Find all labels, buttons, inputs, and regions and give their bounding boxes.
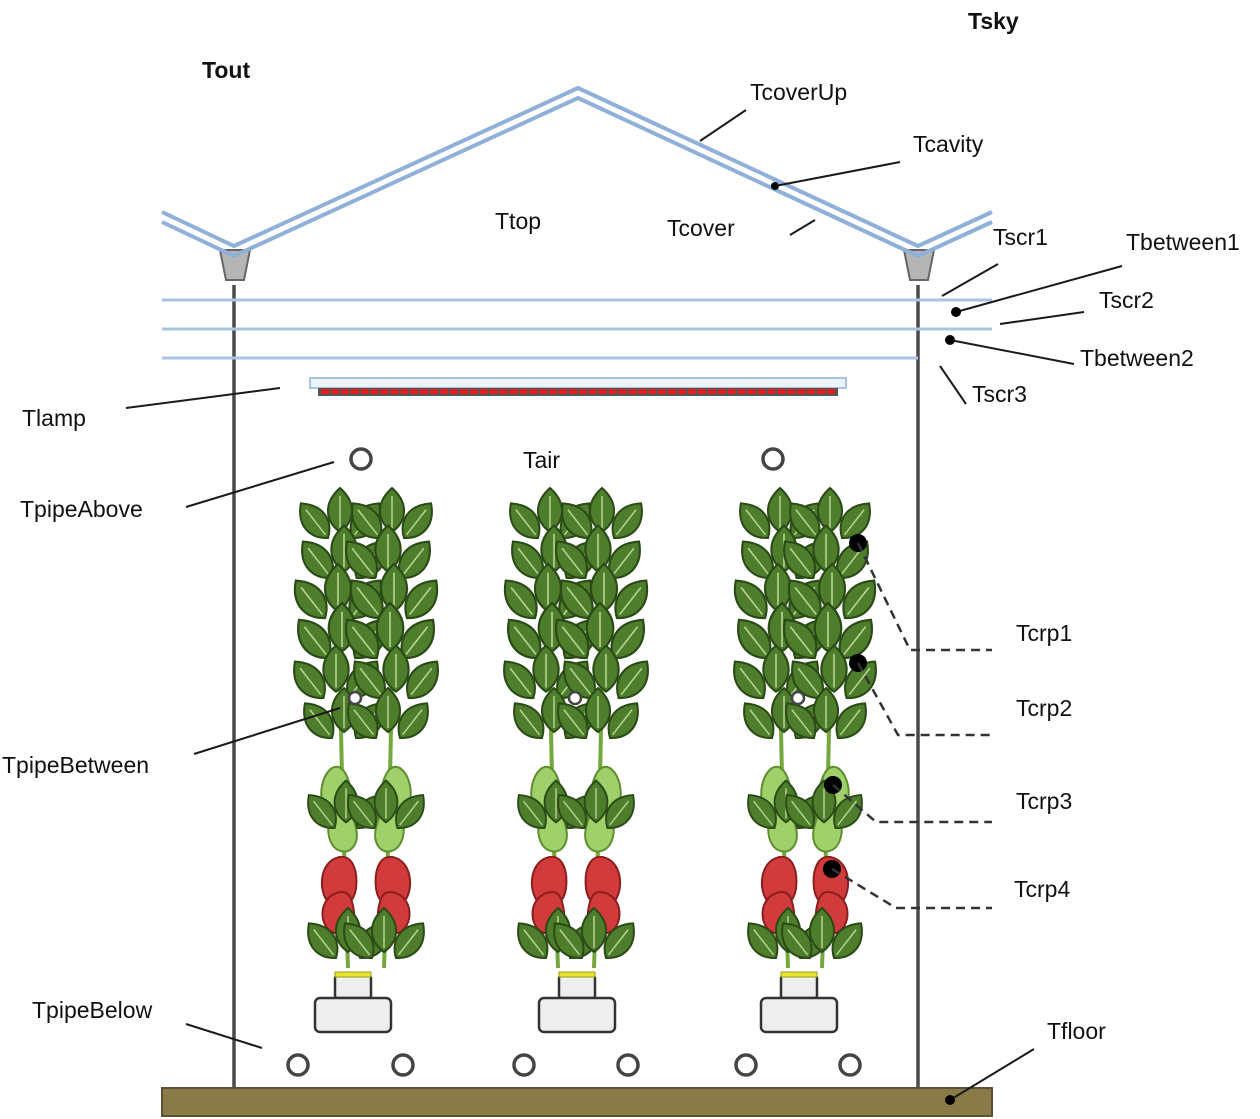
label-tout: Tout xyxy=(202,57,250,83)
lamp-led xyxy=(638,389,647,394)
lamp-led xyxy=(648,389,657,394)
lamp-led xyxy=(420,389,429,394)
lamp-led xyxy=(489,389,498,394)
lamp-led xyxy=(529,389,538,394)
label-tcoverup: TcoverUp xyxy=(750,79,847,105)
pipe-below-6 xyxy=(838,1053,862,1077)
lamp-led xyxy=(549,389,558,394)
lamp-bar xyxy=(309,377,847,396)
lamp-led xyxy=(559,389,568,394)
lamp-led xyxy=(797,389,806,394)
lamp-led xyxy=(787,389,796,394)
label-tair: Tair xyxy=(523,447,560,473)
crop-row-3 xyxy=(725,488,885,968)
pipe-below-1 xyxy=(286,1053,310,1077)
lamp-led xyxy=(598,389,607,394)
lamp-led xyxy=(440,389,448,394)
left-gutter xyxy=(218,249,252,281)
label-tbetween2: Tbetween2 xyxy=(1080,345,1194,371)
lamp-led xyxy=(340,389,349,394)
pipe-below-4 xyxy=(616,1053,640,1077)
label-tscr2: Tscr2 xyxy=(1099,287,1154,313)
pipe-between-3 xyxy=(790,690,806,706)
lamp-led xyxy=(479,389,488,394)
lamp-led xyxy=(539,389,548,394)
lamp-led xyxy=(727,389,736,394)
crop-row-2 xyxy=(495,488,657,968)
label-tcrp4: Tcrp4 xyxy=(1014,876,1070,902)
lamp-led xyxy=(658,389,667,394)
lamp-led xyxy=(737,389,746,394)
label-tscr3: Tscr3 xyxy=(972,381,1027,407)
lamp-led xyxy=(708,389,716,394)
lamp-led xyxy=(380,389,389,394)
lamp-led xyxy=(767,389,776,394)
pipe-above-left xyxy=(349,447,373,471)
lamp-led xyxy=(400,389,409,394)
leader-lines xyxy=(125,109,1123,1105)
lamp-led xyxy=(499,389,508,394)
lamp-led xyxy=(688,389,697,394)
pipe-between-2 xyxy=(567,690,583,706)
pipe-below-5 xyxy=(734,1053,758,1077)
lamp-led xyxy=(668,389,677,394)
lamp-led xyxy=(618,389,627,394)
pot-2 xyxy=(537,970,617,1034)
lamp-led xyxy=(579,389,587,394)
label-tsky: Tsky xyxy=(968,8,1019,34)
label-tcover: Tcover xyxy=(667,215,735,241)
pipe-between-1 xyxy=(347,690,363,706)
roof-cover xyxy=(161,85,993,259)
pot-1 xyxy=(313,970,393,1034)
lamp-led xyxy=(817,389,826,394)
label-tcavity: Tcavity xyxy=(913,131,984,157)
label-tcrp1: Tcrp1 xyxy=(1016,620,1072,646)
pipe-below-3 xyxy=(512,1053,536,1077)
lamp-led xyxy=(777,389,786,394)
lamp-led xyxy=(350,389,359,394)
lamp-led xyxy=(360,389,369,394)
pipe-below-2 xyxy=(391,1053,415,1077)
lamp-led xyxy=(410,389,419,394)
lamp-led xyxy=(807,389,816,394)
label-tcrp2: Tcrp2 xyxy=(1016,695,1072,721)
lamp-led xyxy=(330,389,339,394)
crop-layer-markers xyxy=(823,534,992,910)
lamp-led xyxy=(827,389,835,394)
lamp-led xyxy=(321,389,329,394)
lamp-led xyxy=(747,389,756,394)
lamp-led xyxy=(608,389,617,394)
lamp-led xyxy=(698,389,706,394)
label-tcrp3: Tcrp3 xyxy=(1016,788,1072,814)
lamp-led xyxy=(390,389,399,394)
pipe-above-right xyxy=(761,447,785,471)
floor-slab xyxy=(161,1087,993,1117)
lamp-led xyxy=(569,389,577,394)
label-tscr1: Tscr1 xyxy=(993,224,1048,250)
lamp-led xyxy=(678,389,687,394)
label-tbetween1: Tbetween1 xyxy=(1126,229,1240,255)
lamp-led xyxy=(370,389,379,394)
crop-row-1 xyxy=(285,488,447,968)
label-tfloor: Tfloor xyxy=(1047,1018,1106,1044)
label-tlamp: Tlamp xyxy=(22,405,86,431)
lamp-led xyxy=(430,389,439,394)
lamp-led xyxy=(519,389,528,394)
label-tpipebelow: TpipeBelow xyxy=(32,997,153,1023)
lamp-led xyxy=(628,389,637,394)
label-tpipeabove: TpipeAbove xyxy=(20,496,143,522)
lamp-led xyxy=(588,389,597,394)
label-tpipebetween: TpipeBetween xyxy=(2,752,149,778)
lamp-led xyxy=(757,389,766,394)
lamp-led xyxy=(450,389,458,394)
label-ttop: Ttop xyxy=(495,208,541,234)
lamp-led xyxy=(459,389,468,394)
lamp-led xyxy=(509,389,518,394)
pot-3 xyxy=(759,970,839,1034)
lamp-led xyxy=(717,389,726,394)
lamp-led xyxy=(469,389,478,394)
right-gutter xyxy=(902,249,936,281)
